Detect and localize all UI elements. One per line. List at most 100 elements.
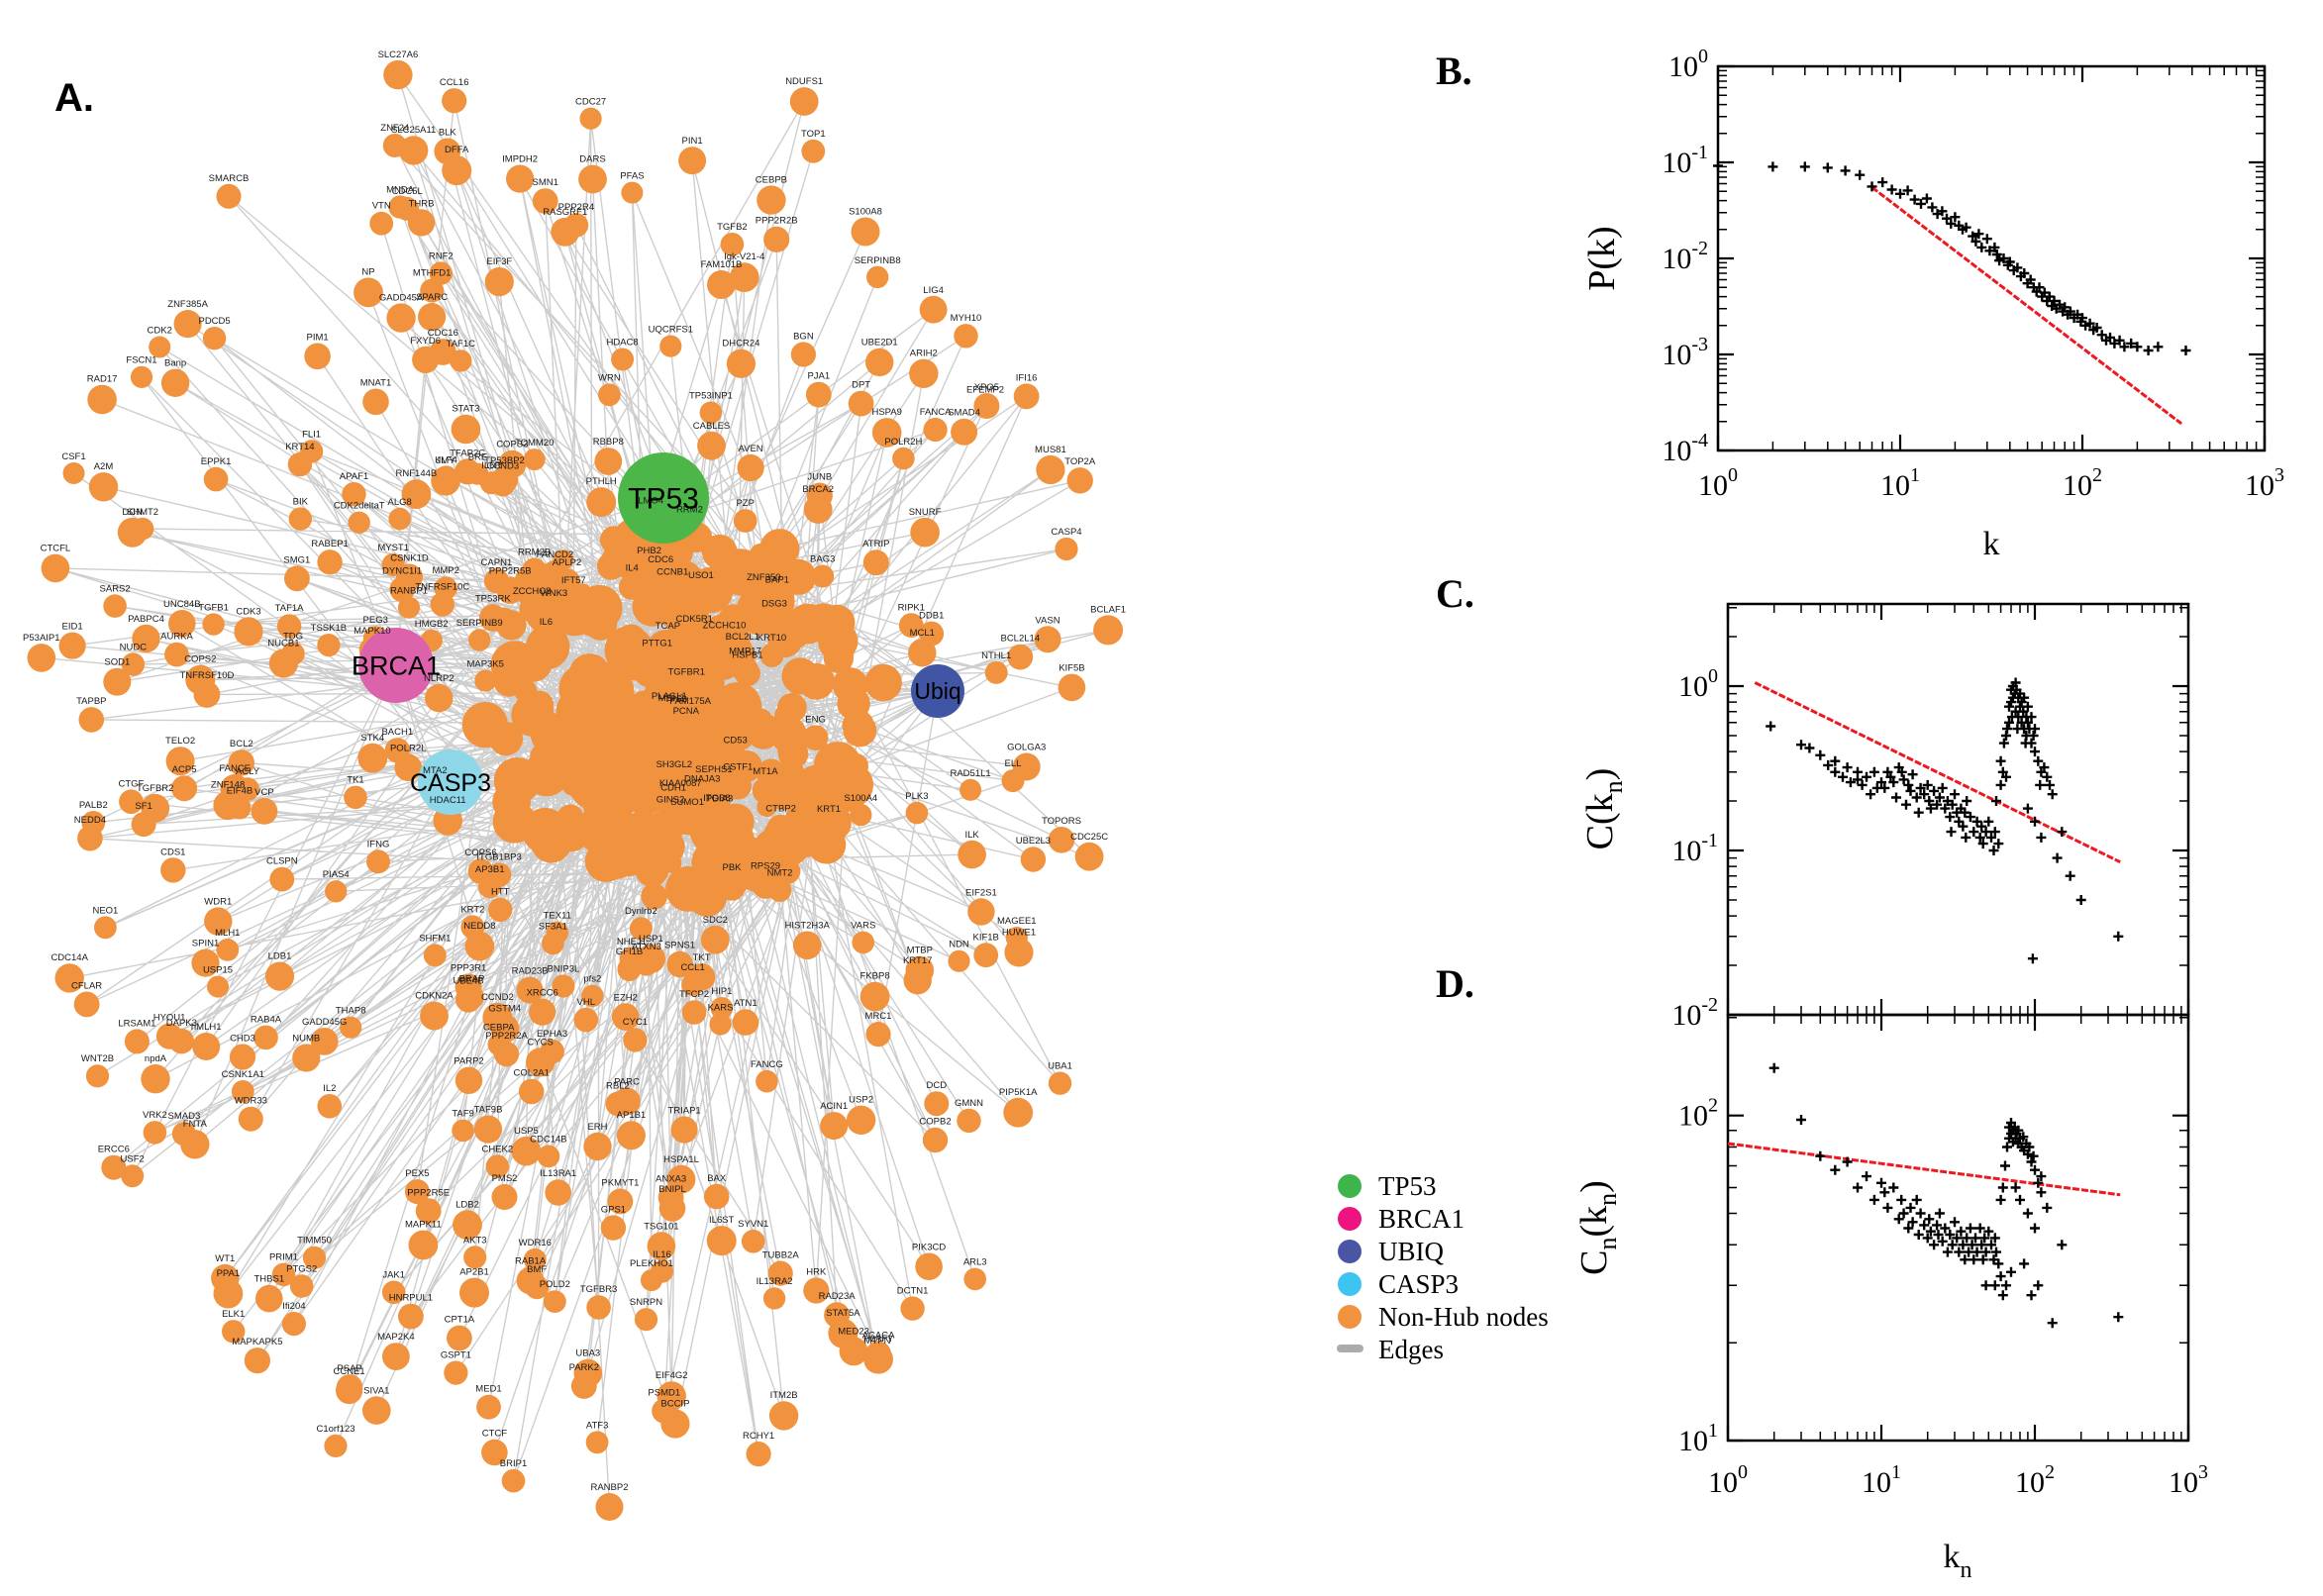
network-node	[621, 181, 644, 204]
network-node-label: MTBP	[907, 946, 933, 956]
network-node	[903, 966, 932, 995]
panel-c-plot: 10-2 10-1 100 C(kn)	[1579, 602, 2190, 1032]
network-node-label: EPPK1	[201, 456, 232, 467]
network-node	[898, 613, 924, 638]
network-node-label: BCLAF1	[1090, 604, 1126, 615]
network-node-label: GOLGA3	[1007, 742, 1046, 752]
network-node	[1013, 383, 1040, 410]
network-node	[919, 295, 948, 324]
network-node-label: VASN	[1035, 615, 1060, 626]
network-node-label: ACIN1	[820, 1101, 848, 1112]
network-node-label: ATXN3	[632, 942, 661, 952]
network-node	[616, 811, 668, 863]
network-node	[452, 1119, 474, 1143]
network-node-label: MT1A	[753, 766, 778, 777]
network-node	[204, 907, 233, 936]
network-node-label: PPP2R5B	[489, 566, 532, 577]
network-node	[220, 774, 250, 804]
network-node-label: TAF9B	[474, 1104, 503, 1115]
network-node-label: RBBP8	[593, 437, 624, 448]
network-node-label: TOP2A	[1064, 456, 1096, 467]
network-node-label: PKMYT1	[601, 1178, 639, 1189]
network-node-label: BGN	[793, 331, 814, 342]
network-node-label: RNF2	[429, 250, 454, 261]
network-node-label: TKT	[693, 952, 711, 963]
network-node	[459, 1277, 489, 1308]
network-node-label: TP53INP1	[689, 391, 733, 402]
network-node	[399, 136, 429, 165]
network-node	[395, 196, 420, 221]
network-node	[398, 1303, 424, 1330]
network-node-label: TAF1A	[275, 603, 305, 614]
network-node-label: FAM101B	[701, 259, 743, 270]
network-node-label: MUS81	[1035, 445, 1066, 455]
network-node	[420, 1001, 449, 1031]
network-node	[160, 857, 186, 883]
network-node-label: USP15	[203, 965, 233, 976]
network-node-label: SNRPN	[630, 1297, 662, 1308]
network-node	[253, 1025, 278, 1050]
network-node	[1036, 454, 1065, 485]
network-node	[491, 1184, 518, 1210]
network-node-label: XPO5	[974, 382, 999, 393]
network-node	[121, 652, 146, 676]
nonhub-swatch-icon	[1338, 1305, 1362, 1329]
network-node-label: SMAD3	[168, 1111, 201, 1122]
network-node	[207, 975, 229, 998]
network-node-label: SYVN1	[738, 1219, 768, 1230]
network-node	[767, 878, 792, 902]
network-node	[386, 303, 416, 333]
network-node	[954, 324, 978, 349]
network-node-label: GFI1B	[616, 947, 643, 957]
network-node	[401, 479, 432, 509]
network-node-label: FANCD2	[537, 549, 573, 560]
network-node	[657, 1184, 684, 1211]
network-node-label: VARS	[851, 921, 875, 932]
network-node	[641, 883, 667, 910]
network-node-label: BACH1	[381, 727, 413, 738]
network-node	[973, 395, 997, 419]
network-node-label: PDIA3	[706, 794, 733, 805]
network-node-label: TUBB2A	[762, 1249, 800, 1260]
network-node	[598, 383, 621, 407]
network-node-label: KIF5B	[1059, 663, 1084, 674]
network-node	[412, 346, 440, 373]
network-node-label: BNIPL	[658, 1184, 685, 1195]
network-node-label: MLH1	[215, 928, 240, 939]
legend-label-casp3: CASP3	[1378, 1269, 1459, 1299]
network-node	[523, 449, 546, 471]
network-node	[501, 1468, 526, 1493]
network-node	[767, 1260, 793, 1286]
network-node-label: APAF1	[340, 471, 368, 482]
network-node-label: HDAC8	[606, 338, 638, 349]
network-node	[269, 866, 295, 892]
network-node-label: RASGRF1	[543, 207, 587, 218]
network-node	[806, 482, 833, 509]
network-node-label: FANCA	[920, 407, 952, 418]
network-node	[516, 1266, 545, 1295]
network-node	[958, 840, 986, 869]
network-node	[479, 471, 503, 495]
network-node	[636, 944, 666, 974]
network-node	[706, 1226, 737, 1256]
network-node	[617, 956, 642, 982]
network-node-label: P53AIP1	[23, 633, 60, 644]
network-node	[537, 765, 560, 789]
network-node-label: PFAS	[620, 171, 644, 182]
network-node-label: CDC27	[575, 97, 606, 108]
network-node	[865, 348, 894, 377]
network-node	[905, 801, 929, 825]
network-node-label: NP	[361, 267, 374, 278]
network-node	[78, 707, 105, 733]
minor-ticks	[1718, 66, 2265, 450]
network-node-label: KIAA0087	[659, 778, 702, 789]
network-node-label: ITGB1BP3	[476, 851, 521, 862]
network-node	[180, 1130, 210, 1159]
hub-label-ubiq: Ubiq	[914, 678, 960, 704]
network-node-label: LMO4	[638, 495, 663, 506]
network-node-label: CLSPN	[266, 856, 298, 867]
network-node	[124, 1029, 150, 1054]
network-node-label: NUCB1	[267, 638, 299, 648]
network-node	[599, 828, 628, 856]
casp3-swatch-icon	[1338, 1272, 1362, 1296]
